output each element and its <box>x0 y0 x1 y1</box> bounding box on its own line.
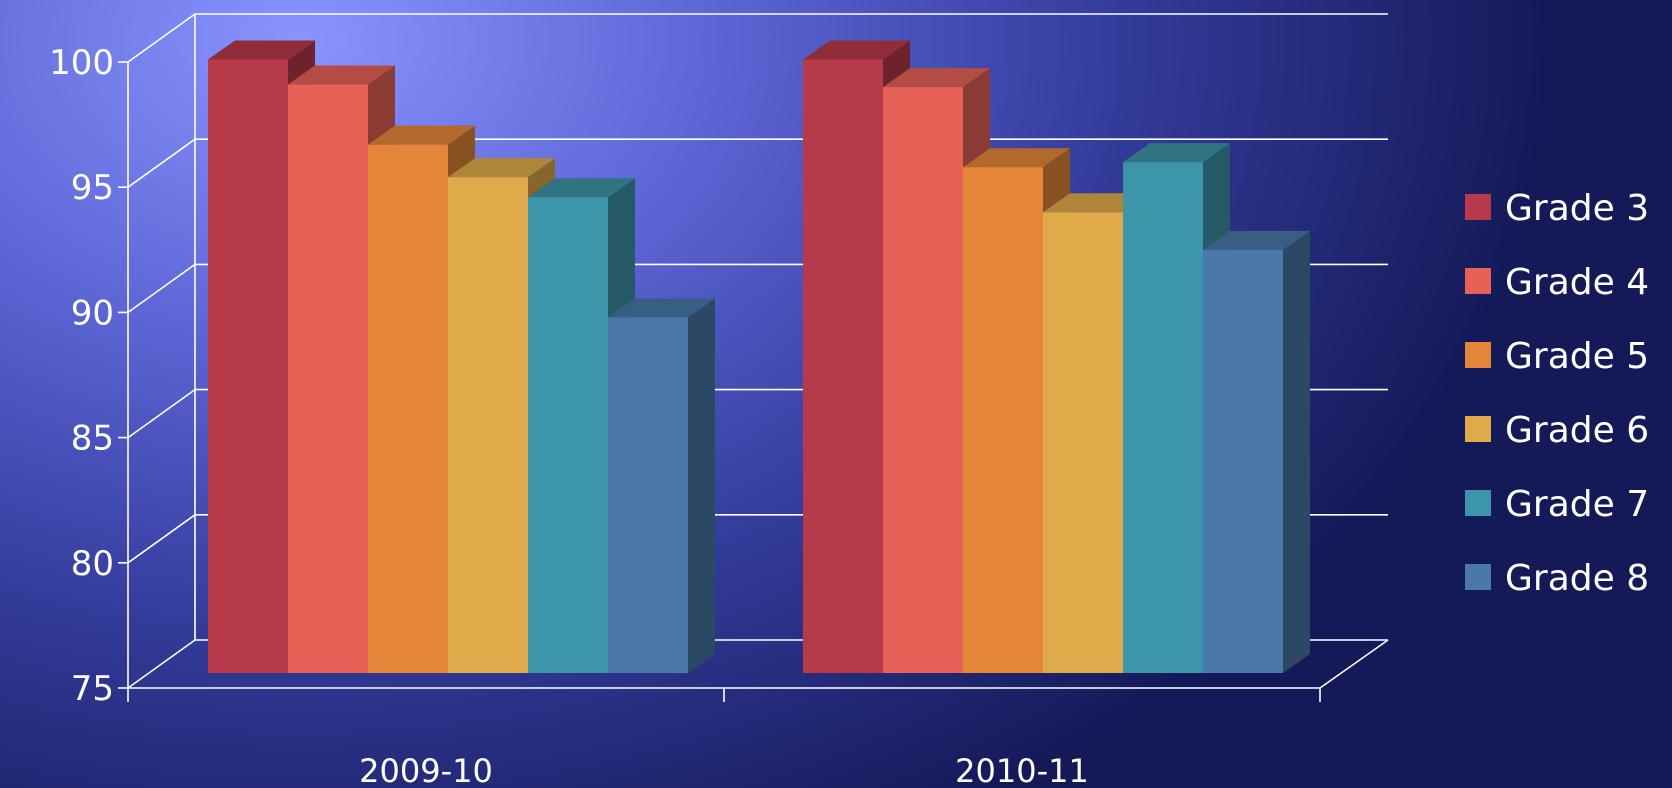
y-tick-label: 100 <box>49 43 114 83</box>
legend-swatch <box>1465 268 1491 294</box>
bar-top <box>1203 230 1310 250</box>
x-category-label: 2009-10 <box>359 752 493 788</box>
legend-swatch <box>1465 564 1491 590</box>
bar-top <box>963 148 1070 168</box>
bar-side <box>1283 230 1310 673</box>
bar-top <box>368 125 475 145</box>
bar-front <box>1203 249 1283 673</box>
legend-label: Grade 5 <box>1505 336 1649 377</box>
bar-top <box>608 298 715 318</box>
bar-front <box>1043 212 1123 674</box>
legend-swatch <box>1465 194 1491 220</box>
bar-top <box>528 178 635 198</box>
bar-front <box>368 144 448 673</box>
legend-item[interactable]: Grade 7 <box>1465 484 1649 525</box>
legend-item[interactable]: Grade 3 <box>1465 188 1649 229</box>
bar-top <box>208 40 315 60</box>
bar-top <box>288 65 395 85</box>
bar-side <box>688 298 715 673</box>
legend-label: Grade 3 <box>1505 188 1649 229</box>
bar-front <box>883 87 963 673</box>
legend-item[interactable]: Grade 8 <box>1465 558 1649 599</box>
legend-item[interactable]: Grade 5 <box>1465 336 1649 377</box>
y-tick-label: 95 <box>71 168 114 208</box>
gridline-side <box>127 514 196 564</box>
axis-labels: 75 80 85 90 95 100 2009-10 2010-11 <box>49 43 1089 788</box>
bar-front <box>608 317 688 673</box>
legend-swatch <box>1465 490 1491 516</box>
legend-item[interactable]: Grade 6 <box>1465 410 1649 451</box>
bar-grade-8-2009-10 <box>608 298 715 673</box>
bar-front <box>288 84 368 673</box>
legend-swatch <box>1465 342 1491 368</box>
gridline-side <box>127 388 196 439</box>
gridline-side <box>127 263 196 314</box>
bar-front <box>1123 162 1203 673</box>
legend[interactable]: Grade 3 Grade 4 Grade 5 Grade 6 Grade 7 Grade… <box>1465 188 1649 599</box>
y-tick-label: 90 <box>71 293 114 333</box>
bar-top <box>803 40 910 60</box>
gridline-side <box>127 13 196 63</box>
axes <box>118 14 1389 702</box>
y-tick-label: 75 <box>71 669 114 709</box>
bar-front <box>208 59 288 673</box>
legend-label: Grade 4 <box>1505 262 1649 303</box>
floor-edge <box>1319 639 1389 689</box>
bar-front <box>448 177 528 673</box>
gridline-side <box>127 639 196 689</box>
legend-label: Grade 8 <box>1505 558 1649 599</box>
bar-front <box>963 167 1043 673</box>
legend-label: Grade 6 <box>1505 410 1649 451</box>
bar-top <box>883 68 990 88</box>
bar-front <box>803 59 883 673</box>
bar-grade-8-2010-11 <box>1203 230 1310 673</box>
bars <box>208 40 1310 674</box>
bar-top <box>1123 143 1230 163</box>
legend-swatch <box>1465 416 1491 442</box>
bar-front <box>528 197 608 674</box>
bar-top <box>448 158 555 178</box>
y-tick-label: 80 <box>71 544 114 584</box>
y-tick-label: 85 <box>71 419 114 459</box>
legend-item[interactable]: Grade 4 <box>1465 262 1649 303</box>
legend-label: Grade 7 <box>1505 484 1649 525</box>
x-category-label: 2010-11 <box>955 752 1089 788</box>
gridline-side <box>127 138 196 188</box>
